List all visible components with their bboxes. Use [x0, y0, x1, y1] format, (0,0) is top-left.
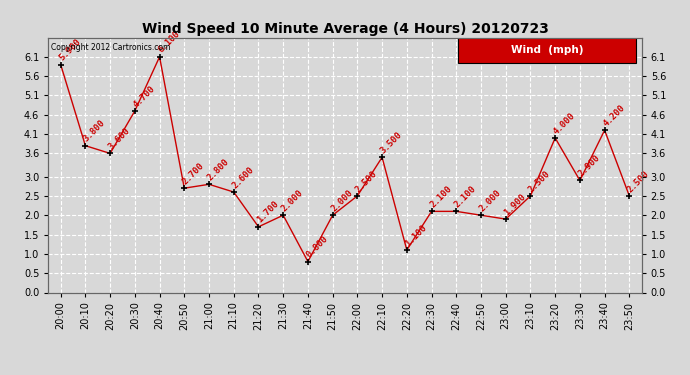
Text: 1.700: 1.700: [255, 200, 280, 225]
Text: 4.700: 4.700: [131, 84, 157, 109]
Text: 2.000: 2.000: [279, 188, 305, 213]
Text: 2.900: 2.900: [576, 153, 602, 178]
Text: 0.800: 0.800: [304, 234, 330, 260]
Text: 2.500: 2.500: [527, 169, 553, 194]
Text: 4.200: 4.200: [601, 103, 627, 128]
Text: 2.000: 2.000: [329, 188, 355, 213]
Text: 2.600: 2.600: [230, 165, 256, 190]
Text: 6.100: 6.100: [156, 30, 181, 55]
Text: Wind  (mph): Wind (mph): [511, 45, 583, 55]
Text: 2.700: 2.700: [181, 161, 206, 186]
Text: 2.800: 2.800: [206, 157, 231, 182]
Text: 2.500: 2.500: [626, 169, 651, 194]
Text: 1.100: 1.100: [404, 223, 428, 248]
Text: 3.800: 3.800: [82, 118, 108, 144]
Text: 2.100: 2.100: [428, 184, 453, 209]
FancyBboxPatch shape: [457, 36, 635, 63]
Text: 2.000: 2.000: [477, 188, 503, 213]
Text: 3.500: 3.500: [379, 130, 404, 155]
Text: Copyright 2012 Cartronics.com: Copyright 2012 Cartronics.com: [51, 43, 170, 52]
Text: 2.500: 2.500: [354, 169, 380, 194]
Text: 1.900: 1.900: [502, 192, 528, 217]
Text: 4.000: 4.000: [552, 111, 577, 136]
Title: Wind Speed 10 Minute Average (4 Hours) 20120723: Wind Speed 10 Minute Average (4 Hours) 2…: [141, 22, 549, 36]
Text: 3.600: 3.600: [107, 126, 132, 152]
Text: 2.100: 2.100: [453, 184, 478, 209]
Text: 5.900: 5.900: [57, 37, 83, 63]
